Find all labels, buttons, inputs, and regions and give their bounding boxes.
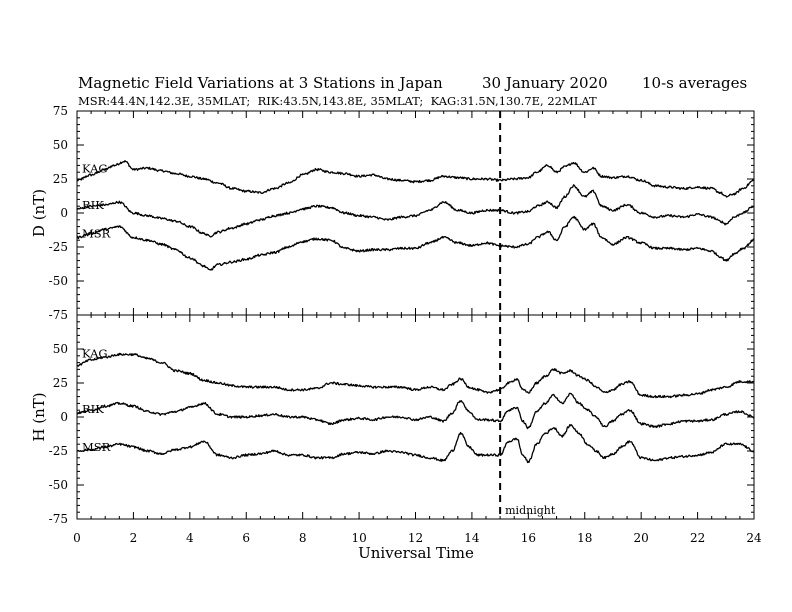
series-line-rik: [76, 392, 755, 430]
series-line-msr: [76, 423, 755, 464]
chart-subtitle: MSR:44.4N,142.3E, 35MLAT; RIK:43.5N,143.…: [78, 94, 597, 108]
x-tick-label: 24: [746, 531, 762, 545]
y-axis-label: D (nT): [30, 189, 48, 237]
x-tick-label: 12: [408, 531, 423, 545]
series-line-kag: [76, 352, 755, 399]
y-axis-label: H (nT): [30, 392, 48, 441]
x-tick-label: 16: [521, 531, 536, 545]
midnight-label: midnight: [505, 504, 556, 517]
y-tick-label: -75: [49, 308, 68, 322]
y-tick-label: 0: [60, 410, 68, 424]
series-label-kag: KAG: [82, 161, 108, 175]
y-tick-label: 0: [60, 206, 68, 220]
panel-frame: [76, 314, 755, 520]
chart-title: Magnetic Field Variations at 3 Stations …: [78, 74, 443, 92]
x-tick-label: 14: [464, 531, 480, 545]
series-label-msr: MSR: [82, 226, 111, 240]
d-component-panel: 75 50 25 0 -25 -50 -75 D (nT) KAG RIK MSR: [30, 104, 755, 322]
y-tick-label: 25: [53, 376, 68, 390]
x-tick-label: 18: [577, 531, 592, 545]
x-tick-label: 10: [351, 531, 366, 545]
series-label-rik: RIK: [82, 198, 104, 212]
x-tick-label: 22: [690, 531, 705, 545]
chart-date: 30 January 2020: [482, 74, 608, 92]
y-tick-label: 50: [53, 138, 68, 152]
y-tick-label: 50: [53, 342, 68, 356]
series-label-rik: RIK: [82, 402, 104, 416]
y-tick-label: 75: [53, 104, 68, 118]
x-tick-label: 8: [299, 531, 307, 545]
h-component-panel: 50 25 0 -25 -50 -75 H (nT) KAG RIK MSR: [30, 314, 755, 526]
x-tick-label: 2: [130, 531, 138, 545]
y-tick-label: 25: [53, 172, 68, 186]
series-label-msr: MSR: [82, 440, 111, 454]
x-tick-label: 0: [73, 531, 81, 545]
y-tick-label: -50: [49, 478, 68, 492]
y-tick-label: -50: [49, 274, 68, 288]
y-tick-label: -25: [49, 240, 68, 254]
chart-averaging: 10-s averages: [642, 74, 747, 92]
panel-frame: [76, 110, 755, 316]
x-tick-label: 6: [242, 531, 250, 545]
series-line-msr: [76, 215, 755, 271]
y-tick-label: -75: [49, 512, 68, 526]
x-axis-label: Universal Time: [358, 544, 474, 562]
series-line-kag: [76, 160, 755, 198]
x-tick-label: 20: [634, 531, 649, 545]
x-axis-ticks: 0 2 4 6 8 10 12 14 16 18 20 22 24: [73, 531, 762, 545]
series-label-kag: KAG: [82, 346, 108, 360]
x-tick-label: 4: [186, 531, 194, 545]
series-line-rik: [76, 184, 755, 238]
y-tick-label: -25: [49, 444, 68, 458]
